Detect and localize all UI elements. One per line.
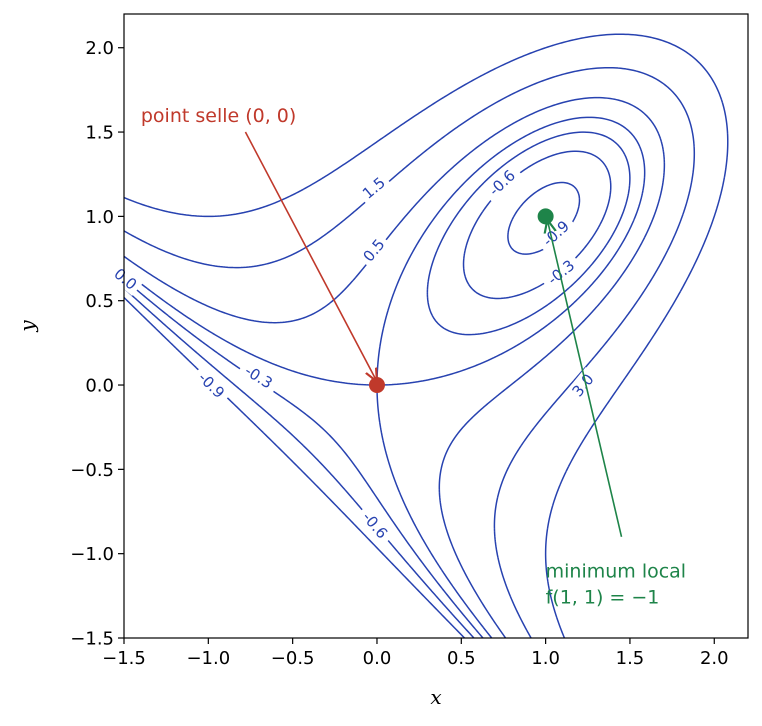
y-tick-label: 1.0 [85,207,114,228]
saddle-point [368,377,385,394]
y-tick-label: 0.5 [85,291,114,312]
x-tick-label: −1.0 [186,648,230,669]
x-tick-label: 1.5 [616,648,645,669]
plot-background [124,14,748,638]
x-tick-label: 2.0 [700,648,729,669]
y-tick-label: −0.5 [70,460,114,481]
axes: −1.5 −1.0 −0.5 0.0 0.5 1.0 1.5 2.0 −1.5 −1.0 −0.5 0… [70,38,728,669]
y-axis-label: y [15,320,39,333]
y-tick-label: −1.5 [70,629,114,650]
x-axis-label: x [430,685,441,709]
x-tick-label: 0.5 [447,648,476,669]
minimum-point [537,208,554,225]
critical-points [368,208,554,394]
saddle-annotation-text: point selle (0, 0) [141,105,296,127]
x-tick-label: 1.0 [531,648,560,669]
contour-level-1_5 [124,66,696,638]
saddle-annotation-arrow [244,131,377,382]
contour-level-neg0_3 [124,131,631,638]
minimum-annotation-text: minimum local [546,561,686,583]
x-tick-label: −0.5 [271,648,315,669]
minimum-annotation-text: f(1, 1) = −1 [546,587,660,609]
y-tick-label: −1.0 [70,544,114,565]
x-tick-label: −1.5 [102,648,146,669]
contour-lines [124,33,729,638]
minimum-annotation-arrow [547,220,623,537]
contour-labels: 1.50.5-0.6-0.9-0.33.00.0-0.3-0.9-0.6 [107,162,600,547]
annotations: point selle (0, 0) minimum local f(1, 1) =… [141,105,686,608]
plot-frame [123,13,749,639]
contour-level-3 [124,33,729,638]
x-tick-label: 0.0 [363,648,392,669]
y-tick-label: 1.5 [85,123,114,144]
contour-label: 0.5 [356,232,391,269]
y-tick-label: 2.0 [85,38,114,59]
y-tick-label: 0.0 [85,376,114,397]
contour-level-0_5 [124,96,666,638]
